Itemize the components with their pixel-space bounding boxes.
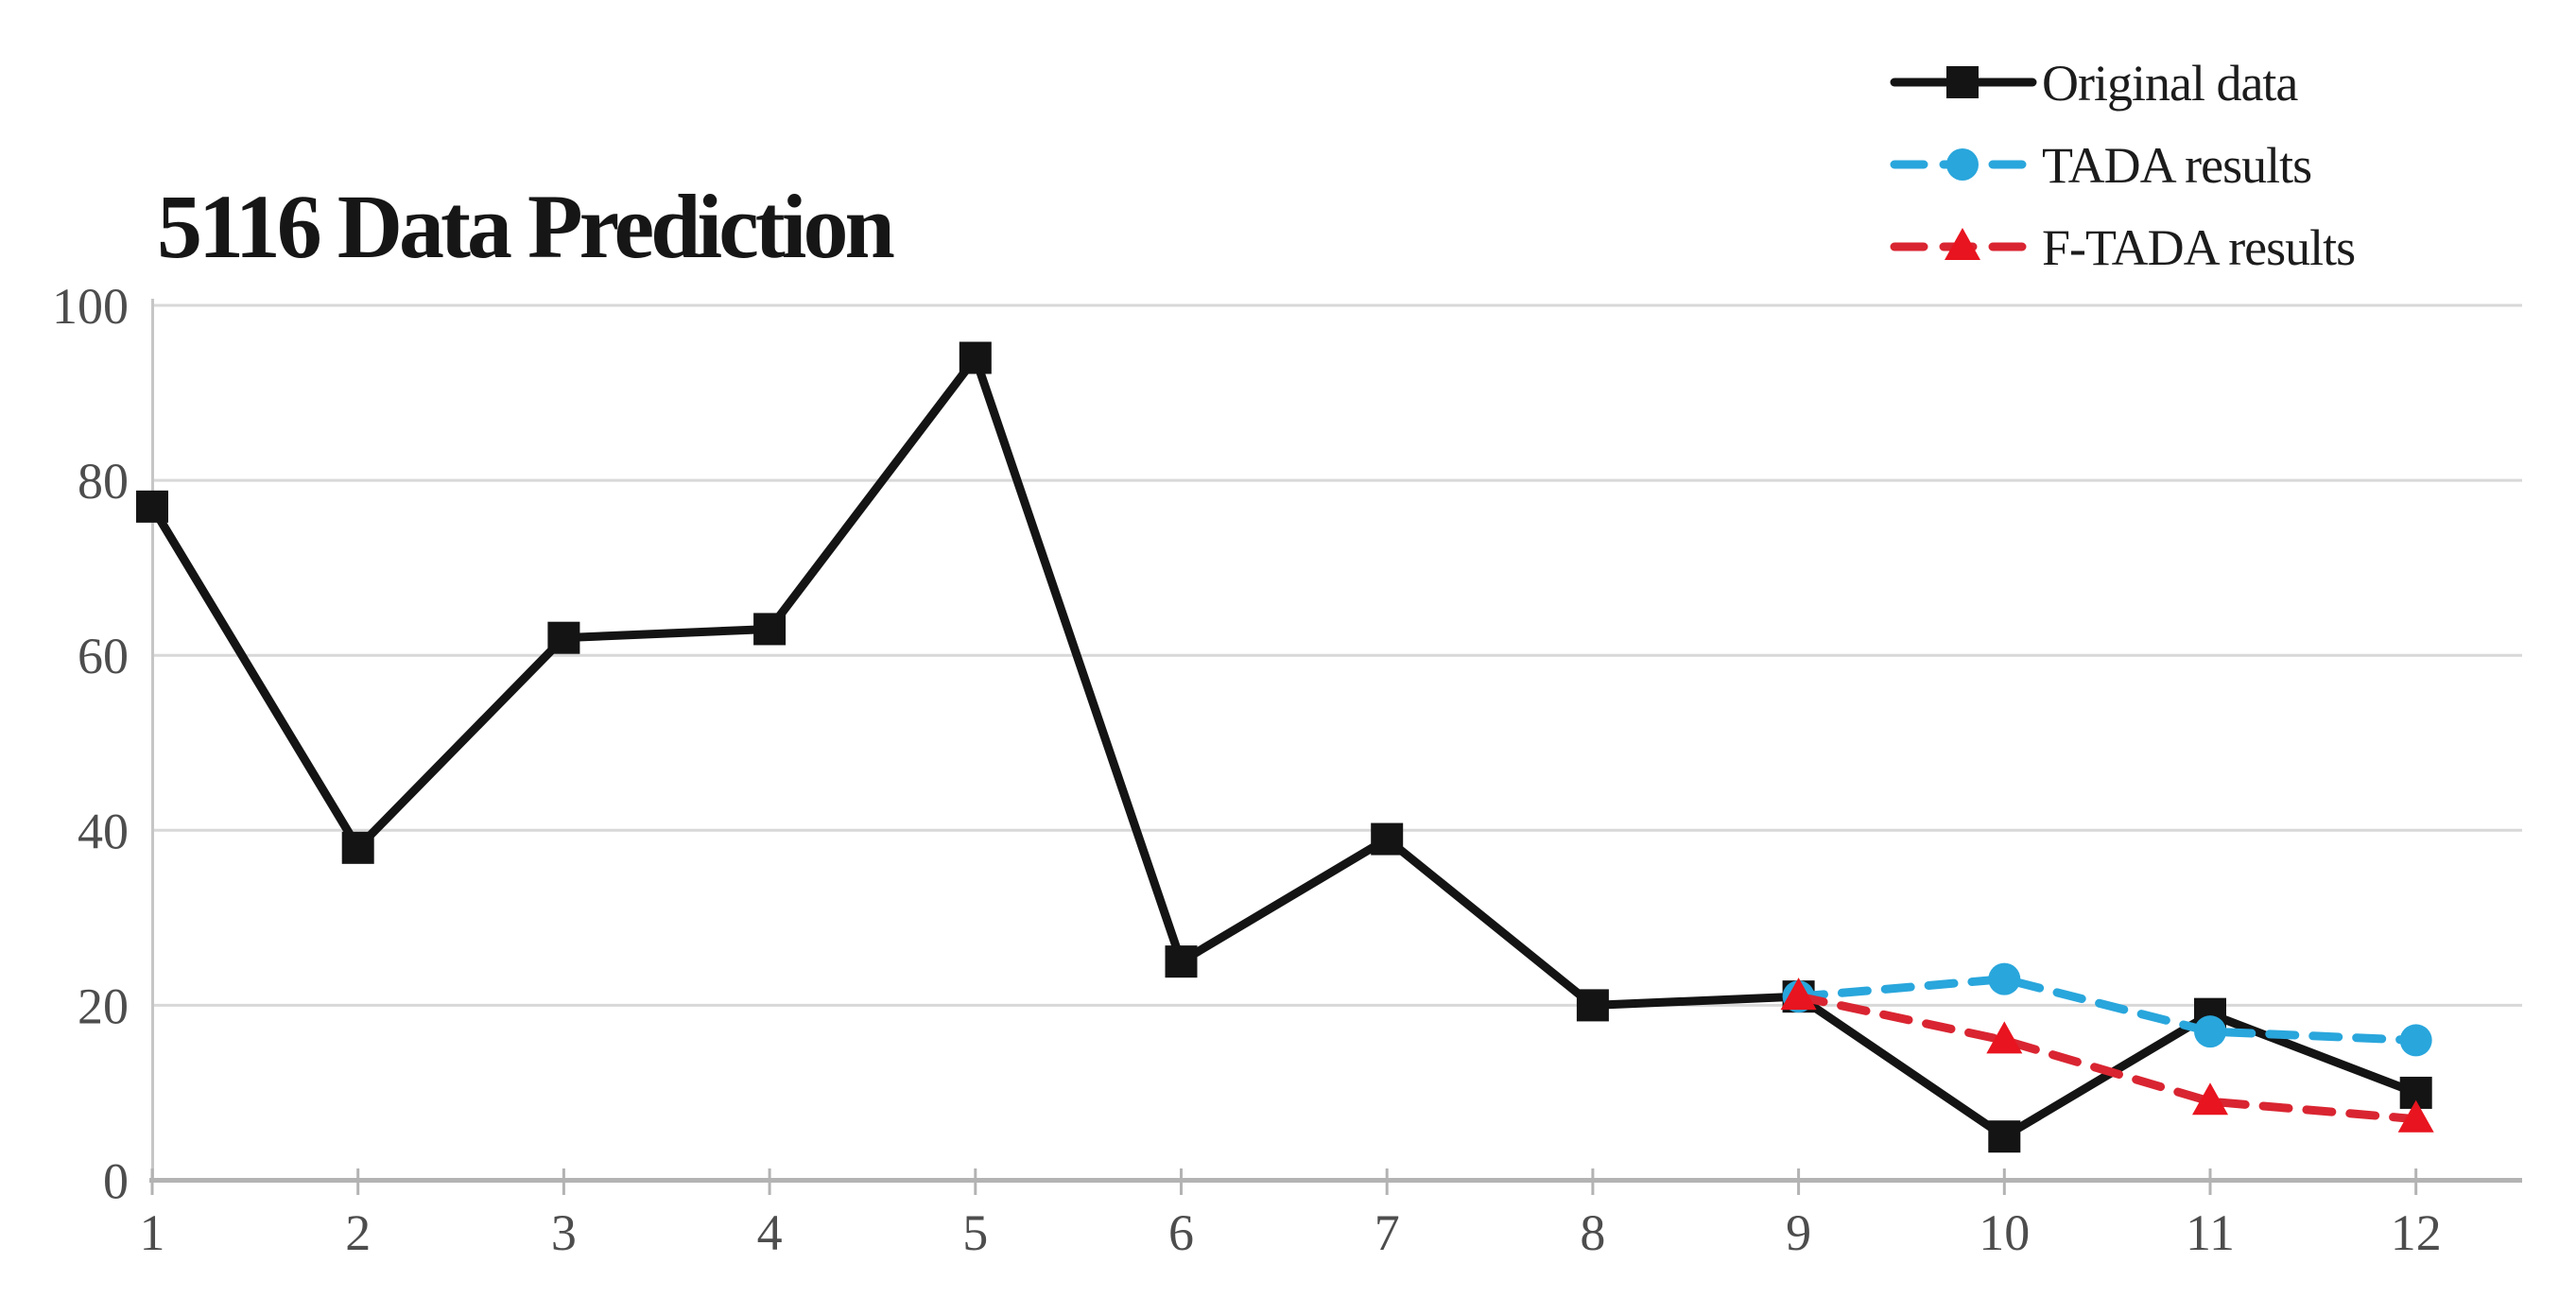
y-tick-label: 60 (78, 628, 129, 684)
triangle-marker-icon (1986, 1021, 2023, 1054)
legend-label: F-TADA results (2042, 219, 2355, 276)
triangle-marker-icon (2397, 1099, 2434, 1133)
x-tick-label: 9 (1786, 1204, 1811, 1261)
chart-title: 5116 Data Prediction (157, 176, 893, 277)
square-marker-icon (1576, 989, 1609, 1022)
x-tick-label: 4 (757, 1204, 783, 1261)
legend: Original data TADA results F-TADA results (1890, 55, 2356, 276)
square-marker-icon (136, 490, 168, 523)
square-marker-icon (959, 341, 992, 374)
square-marker-icon (1165, 945, 1198, 978)
x-tick-label: 11 (2186, 1204, 2235, 1261)
square-marker-icon (1988, 1120, 2021, 1153)
y-tick-label: 100 (52, 278, 129, 335)
x-tick-label: 10 (1979, 1204, 2030, 1261)
x-tick-label: 2 (345, 1204, 371, 1261)
x-tick-label: 1 (140, 1204, 165, 1261)
x-tick-label: 3 (551, 1204, 577, 1261)
legend-item-original-data: Original data (1890, 55, 2299, 112)
triangle-marker-icon (2192, 1082, 2228, 1116)
x-tick-label: 12 (2391, 1204, 2442, 1261)
square-marker-icon (1946, 66, 1979, 98)
y-tick-label: 0 (103, 1153, 129, 1210)
y-tick-label: 80 (78, 453, 129, 510)
series-tada-results (1782, 962, 2432, 1057)
triangle-marker-icon (1945, 228, 1980, 260)
x-tick-label: 8 (1580, 1204, 1605, 1261)
circle-marker-icon (2194, 1015, 2226, 1048)
x-tick-label: 7 (1374, 1204, 1400, 1261)
series-line (1794, 975, 2421, 1045)
legend-item-tada-results: TADA results (1890, 137, 2312, 194)
legend-item-f-tada-results: F-TADA results (1890, 219, 2356, 276)
legend-label: Original data (2042, 55, 2298, 112)
y-tick-label: 20 (78, 978, 129, 1034)
circle-marker-icon (1946, 148, 1979, 181)
square-marker-icon (1371, 822, 1404, 856)
series-line (147, 349, 2421, 1142)
square-marker-icon (341, 831, 374, 864)
series-f-tada-results (1780, 978, 2434, 1133)
series-group (136, 341, 2434, 1153)
series-line (1794, 992, 2421, 1124)
square-marker-icon (547, 621, 580, 654)
axes-group (149, 299, 2522, 1195)
gridlines-group (151, 303, 2522, 1182)
circle-marker-icon (1988, 962, 2021, 995)
x-tick-label: 5 (962, 1204, 988, 1261)
circle-marker-icon (2399, 1024, 2432, 1057)
triangle-marker-icon (1780, 978, 1817, 1011)
x-tick-label: 6 (1168, 1204, 1194, 1261)
y-tick-label: 40 (78, 803, 129, 859)
series-original-data (136, 341, 2432, 1153)
square-marker-icon (753, 613, 787, 646)
legend-label: TADA results (2042, 137, 2311, 194)
